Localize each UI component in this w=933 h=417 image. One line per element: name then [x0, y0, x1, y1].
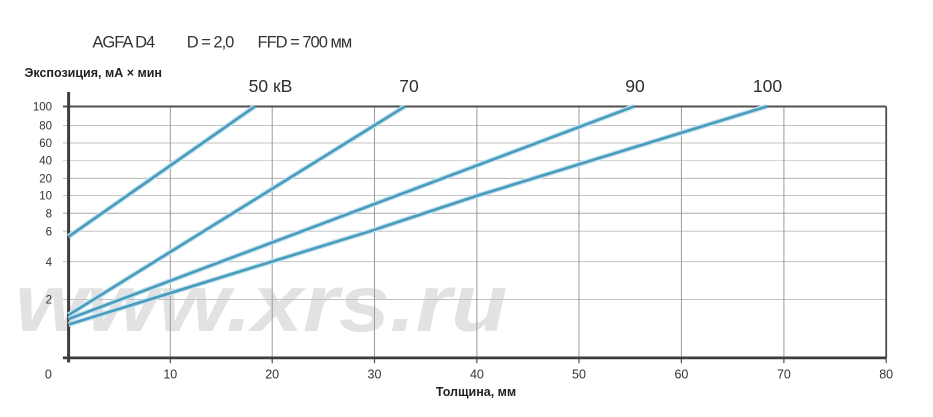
- svg-text:10: 10: [39, 191, 52, 203]
- svg-text:Толщина, мм: Толщина, мм: [436, 385, 516, 399]
- svg-text:80: 80: [879, 368, 893, 382]
- svg-text:30: 30: [368, 368, 382, 382]
- svg-text:100: 100: [33, 102, 52, 114]
- svg-text:80: 80: [39, 121, 52, 133]
- svg-text:90: 90: [625, 76, 645, 96]
- svg-text:0: 0: [45, 368, 52, 382]
- svg-text:2: 2: [46, 295, 52, 307]
- svg-text:4: 4: [46, 257, 53, 269]
- svg-text:100: 100: [753, 76, 782, 96]
- svg-text:20: 20: [39, 174, 52, 186]
- svg-text:50 кВ: 50 кВ: [249, 76, 293, 96]
- svg-text:6: 6: [46, 227, 52, 239]
- svg-text:8: 8: [46, 208, 52, 220]
- svg-text:20: 20: [265, 368, 279, 382]
- svg-text:70: 70: [399, 76, 419, 96]
- svg-text:Экспозиция, мА × мин: Экспозиция, мА × мин: [25, 66, 162, 80]
- svg-text:FFD = 700 мм: FFD = 700 мм: [258, 34, 352, 52]
- svg-text:D4: D4: [135, 34, 155, 52]
- svg-text:40: 40: [470, 368, 484, 382]
- svg-text:AGFA: AGFA: [92, 34, 133, 52]
- svg-text:60: 60: [674, 368, 688, 382]
- svg-text:D = 2,0: D = 2,0: [187, 34, 234, 52]
- svg-text:70: 70: [777, 368, 791, 382]
- svg-text:www.xrs.ru: www.xrs.ru: [15, 259, 507, 349]
- svg-text:60: 60: [39, 138, 52, 150]
- svg-text:10: 10: [163, 368, 177, 382]
- svg-text:40: 40: [39, 156, 52, 168]
- svg-text:50: 50: [572, 368, 586, 382]
